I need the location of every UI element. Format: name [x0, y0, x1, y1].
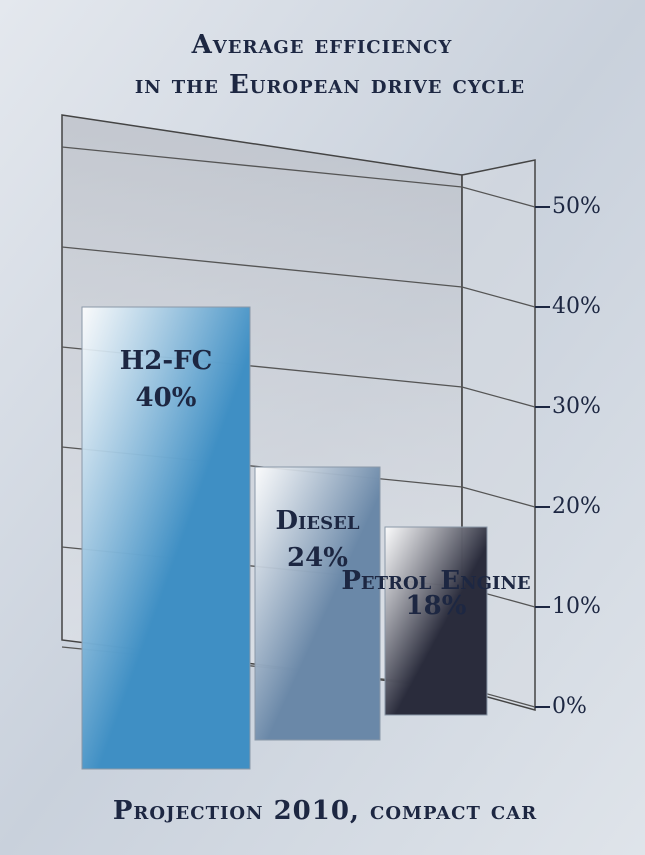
chart-footer: Projection 2010, compact car	[113, 796, 537, 826]
category-label: Petrol Engine	[341, 566, 530, 596]
value-label: 24%	[287, 543, 348, 573]
bar	[254, 466, 381, 741]
y-tick-label: 30%	[552, 394, 601, 419]
y-tick-label: 0%	[552, 694, 587, 719]
y-tick-label: 50%	[552, 194, 601, 219]
y-tick-label: 20%	[552, 494, 601, 519]
y-tick-label: 10%	[552, 594, 601, 619]
grid-line	[61, 246, 536, 308]
category-label: H2-FC	[120, 346, 213, 376]
chart-title: Average efficiency	[191, 30, 453, 60]
bar	[81, 306, 251, 770]
category-label: Diesel	[275, 506, 359, 536]
chart-subtitle: in the European drive cycle	[135, 70, 525, 100]
y-tick-label: 40%	[552, 294, 601, 319]
grid-line	[61, 146, 536, 208]
value-label: 18%	[406, 591, 467, 621]
bar	[384, 526, 488, 716]
value-label: 40%	[136, 383, 197, 413]
